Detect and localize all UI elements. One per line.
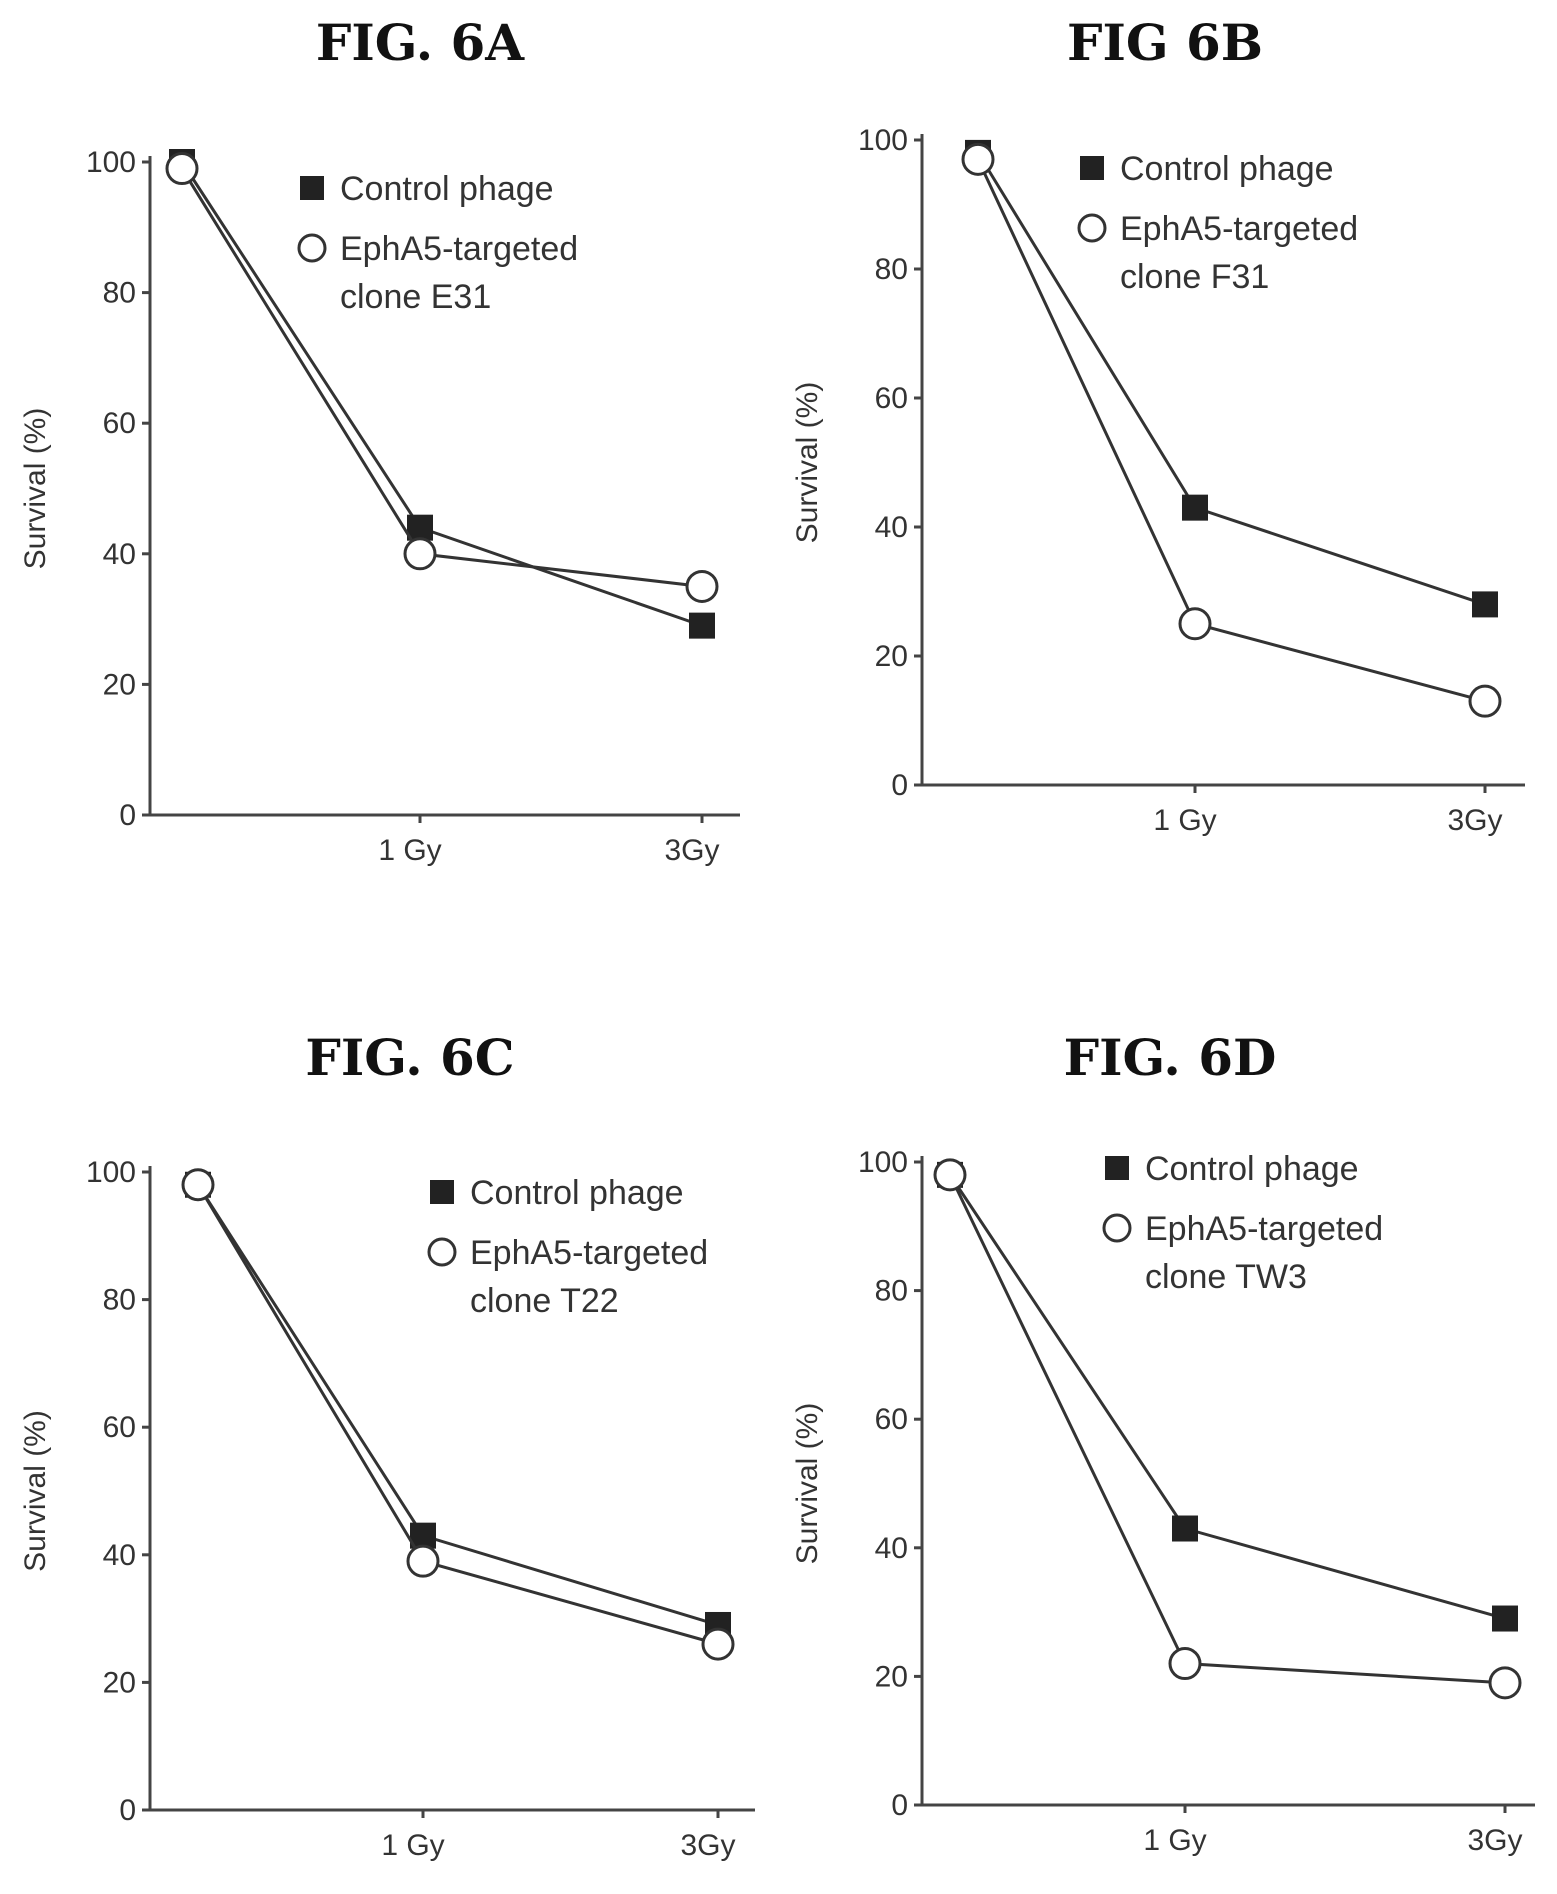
legend-square-icon bbox=[300, 176, 324, 200]
y-tick-label: 80 bbox=[875, 253, 908, 286]
data-point-square bbox=[410, 1522, 436, 1549]
y-tick-label: 100 bbox=[858, 124, 908, 157]
y-tick-label: 40 bbox=[103, 1539, 136, 1572]
data-point-circle bbox=[961, 142, 995, 176]
data-point-circle bbox=[406, 1544, 440, 1578]
y-tick-label: 0 bbox=[119, 799, 136, 832]
x-tick-label: 3Gy bbox=[680, 1829, 735, 1862]
y-tick-label: 80 bbox=[103, 1284, 136, 1317]
x-tick-label: 3Gy bbox=[664, 834, 719, 867]
x-tick-label: 3Gy bbox=[1447, 804, 1502, 837]
y-tick-label: 20 bbox=[103, 1666, 136, 1699]
legend-entry-line: Control phage bbox=[1120, 150, 1334, 188]
data-point-square bbox=[407, 514, 433, 541]
y-axis-label: Survival (%) bbox=[19, 1410, 52, 1572]
data-point-square bbox=[1472, 591, 1498, 618]
y-tick-label: 80 bbox=[875, 1275, 908, 1308]
legend-entry: EphA5-targeted clone E31 bbox=[340, 230, 578, 316]
y-tick-label: 40 bbox=[875, 511, 908, 544]
data-point-circle bbox=[403, 537, 437, 571]
legend-entry: EphA5-targeted clone TW3 bbox=[1145, 1210, 1383, 1296]
data-point-square bbox=[1172, 1515, 1198, 1542]
y-tick-label: 20 bbox=[103, 668, 136, 701]
y-tick-label: 60 bbox=[103, 407, 136, 440]
legend-entry-line: Control phage bbox=[470, 1174, 684, 1212]
legend-entry: Control phage bbox=[340, 170, 554, 208]
data-point-circle bbox=[701, 1627, 735, 1661]
legend-entry-line: EphA5-targeted bbox=[1120, 210, 1358, 248]
chart-title: FIG. 6D bbox=[1064, 1028, 1277, 1087]
y-tick-label: 60 bbox=[875, 382, 908, 415]
legend-entry-line: clone TW3 bbox=[1145, 1258, 1307, 1296]
legend-square-icon bbox=[1080, 156, 1104, 180]
legend-circle-icon bbox=[427, 1237, 457, 1267]
data-point-circle bbox=[181, 1168, 215, 1202]
y-tick-label: 20 bbox=[875, 1660, 908, 1693]
data-point-circle bbox=[1168, 1647, 1202, 1681]
legend-entry: Control phage bbox=[470, 1174, 684, 1212]
y-tick-label: 0 bbox=[119, 1794, 136, 1827]
legend-entry-line: Control phage bbox=[1145, 1150, 1359, 1188]
legend-entry-line: EphA5-targeted bbox=[340, 230, 578, 268]
legend-entry-line: EphA5-targeted bbox=[1145, 1210, 1383, 1248]
y-tick-label: 20 bbox=[875, 640, 908, 673]
data-point-circle bbox=[933, 1158, 967, 1192]
data-point-square bbox=[689, 612, 715, 639]
legend-square-icon bbox=[430, 1180, 454, 1204]
legend-entry-line: Control phage bbox=[340, 170, 554, 208]
chart-title: FIG 6B bbox=[1067, 13, 1263, 72]
y-tick-label: 60 bbox=[875, 1403, 908, 1436]
x-tick-label: 3Gy bbox=[1467, 1824, 1522, 1857]
data-point-circle bbox=[1468, 684, 1502, 718]
series-line bbox=[948, 1174, 1506, 1685]
data-point-square bbox=[1182, 494, 1208, 521]
y-tick-label: 40 bbox=[875, 1532, 908, 1565]
legend-circle-icon bbox=[1102, 1213, 1132, 1243]
y-tick-label: 0 bbox=[891, 1789, 908, 1822]
legend-square-icon bbox=[1105, 1156, 1129, 1180]
legend-circle-icon bbox=[1077, 213, 1107, 243]
legend-entry: EphA5-targeted clone T22 bbox=[470, 1234, 708, 1320]
y-axis-label: Survival (%) bbox=[791, 382, 824, 544]
x-tick-label: 1 Gy bbox=[1153, 804, 1216, 837]
legend-circle-icon bbox=[297, 233, 327, 263]
data-point-square bbox=[1492, 1605, 1518, 1632]
legend-entry-line: EphA5-targeted bbox=[470, 1234, 708, 1272]
y-axis-label: Survival (%) bbox=[19, 408, 52, 570]
data-point-circle bbox=[1178, 607, 1212, 641]
y-tick-label: 0 bbox=[891, 769, 908, 802]
data-point-circle bbox=[165, 152, 199, 186]
chart-title: FIG. 6C bbox=[305, 1028, 514, 1087]
y-tick-label: 100 bbox=[858, 1146, 908, 1179]
legend-entry-line: clone E31 bbox=[340, 278, 491, 316]
x-tick-label: 1 Gy bbox=[381, 1829, 444, 1862]
legend-entry: Control phage bbox=[1145, 1150, 1359, 1188]
y-tick-label: 60 bbox=[103, 1411, 136, 1444]
x-tick-label: 1 Gy bbox=[378, 834, 441, 867]
y-tick-label: 100 bbox=[86, 1156, 136, 1189]
chart-title: FIG. 6A bbox=[316, 13, 525, 72]
y-tick-label: 80 bbox=[103, 277, 136, 310]
legend-entry: Control phage bbox=[1120, 150, 1334, 188]
x-tick-label: 1 Gy bbox=[1143, 1824, 1206, 1857]
y-tick-label: 100 bbox=[86, 146, 136, 179]
data-point-circle bbox=[685, 569, 719, 603]
legend-entry-line: clone F31 bbox=[1120, 258, 1269, 296]
legend-entry-line: clone T22 bbox=[470, 1282, 619, 1320]
legend-entry: EphA5-targeted clone F31 bbox=[1120, 210, 1358, 296]
y-tick-label: 40 bbox=[103, 538, 136, 571]
y-axis-label: Survival (%) bbox=[791, 1403, 824, 1565]
data-point-circle bbox=[1488, 1666, 1522, 1700]
